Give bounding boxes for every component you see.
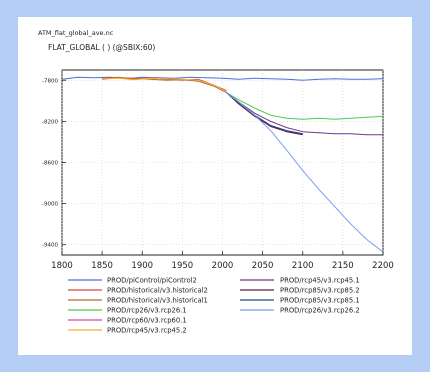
legend-label: PROD/rcp45/v3.rcp45.2 [107,327,187,335]
series-line-10 [226,92,384,253]
series-line-7 [226,92,383,136]
legend-label: PROD/historical/v3.historical2 [107,287,208,295]
y-tick-label: -9400 [42,243,58,249]
legend-label: PROD/rcp85/v3.rcp85.2 [280,287,360,295]
x-tick-label: 1900 [131,261,153,271]
series-line-3 [102,77,227,94]
series-line-8 [226,92,303,136]
series-line-6 [102,77,227,93]
y-axis: -7800 -8200 -8600 -9000 -9400 [42,78,66,249]
chart-panel: ATM_flat_global_ave.nc FLAT_GLOBAL ( ) (… [18,17,412,355]
legend-label: PROD/rcp45/v3.rcp45.1 [280,277,360,285]
x-tick-label: 2050 [252,261,274,271]
y-tick-label: -9000 [42,202,58,208]
legend-label: PROD/rcp26/v3.rcp26.1 [107,307,187,315]
series-layer [61,76,384,253]
legend-label: PROD/rcp85/v3.rcp85.1 [280,297,360,305]
legend-label: PROD/historical/v3.historical1 [107,297,208,305]
series-line-4 [226,92,384,120]
x-tick-label: 1950 [172,261,194,271]
x-tick-label: 1850 [91,261,113,271]
y-tick-label: -8200 [42,119,58,125]
chart-title: FLAT_GLOBAL ( ) (@SBIX:60) [48,43,155,52]
x-tick-label: 2000 [212,261,234,271]
legend: PROD/piControl/piControl2 PROD/historical… [68,277,360,335]
y-tick-label: -7800 [42,78,58,84]
legend-label: PROD/rcp26/v3.rcp26.2 [280,307,360,315]
x-axis: 1800 1850 1900 1950 2000 2050 2100 2150 2200 [51,251,394,271]
line-chart: ATM_flat_global_ave.nc FLAT_GLOBAL ( ) (… [38,29,394,335]
x-tick-label: 2100 [292,261,314,271]
x-tick-label: 2200 [372,261,394,271]
x-tick-label: 1800 [51,261,73,271]
file-label: ATM_flat_global_ave.nc [38,29,114,37]
legend-label: PROD/piControl/piControl2 [107,277,197,285]
x-tick-label: 2150 [332,261,354,271]
legend-label: PROD/rcp60/v3.rcp60.1 [107,317,187,325]
y-tick-label: -8600 [42,161,58,167]
grid [61,70,384,255]
series-line-9 [226,92,303,135]
